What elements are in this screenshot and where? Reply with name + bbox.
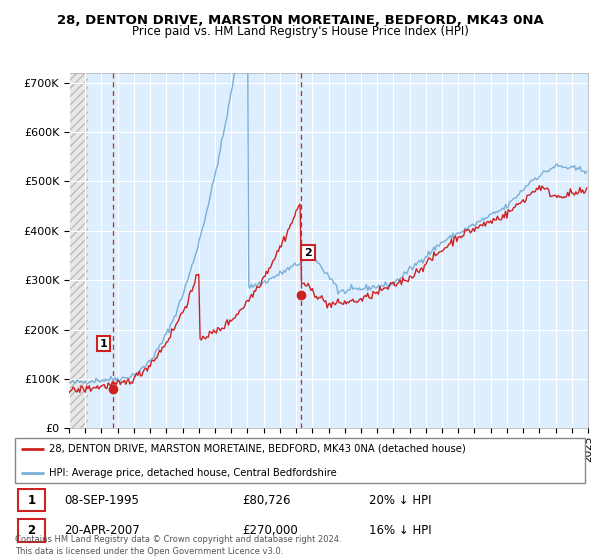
Text: 20-APR-2007: 20-APR-2007 bbox=[64, 524, 140, 537]
FancyBboxPatch shape bbox=[15, 438, 585, 483]
Text: Price paid vs. HM Land Registry's House Price Index (HPI): Price paid vs. HM Land Registry's House … bbox=[131, 25, 469, 38]
Text: 2: 2 bbox=[304, 248, 312, 258]
Text: 20% ↓ HPI: 20% ↓ HPI bbox=[369, 494, 431, 507]
Text: HPI: Average price, detached house, Central Bedfordshire: HPI: Average price, detached house, Cent… bbox=[49, 468, 337, 478]
Text: 28, DENTON DRIVE, MARSTON MORETAINE, BEDFORD, MK43 0NA (detached house): 28, DENTON DRIVE, MARSTON MORETAINE, BED… bbox=[49, 444, 466, 454]
Text: 2: 2 bbox=[28, 524, 35, 537]
Text: £80,726: £80,726 bbox=[242, 494, 291, 507]
Text: 1: 1 bbox=[28, 494, 35, 507]
FancyBboxPatch shape bbox=[18, 489, 46, 511]
FancyBboxPatch shape bbox=[18, 519, 46, 542]
Bar bbox=[69, 73, 88, 428]
Text: £270,000: £270,000 bbox=[242, 524, 298, 537]
Text: 08-SEP-1995: 08-SEP-1995 bbox=[64, 494, 139, 507]
Text: Contains HM Land Registry data © Crown copyright and database right 2024.
This d: Contains HM Land Registry data © Crown c… bbox=[15, 535, 341, 556]
Text: 1: 1 bbox=[100, 339, 107, 348]
Text: 28, DENTON DRIVE, MARSTON MORETAINE, BEDFORD, MK43 0NA: 28, DENTON DRIVE, MARSTON MORETAINE, BED… bbox=[56, 14, 544, 27]
Text: 16% ↓ HPI: 16% ↓ HPI bbox=[369, 524, 432, 537]
